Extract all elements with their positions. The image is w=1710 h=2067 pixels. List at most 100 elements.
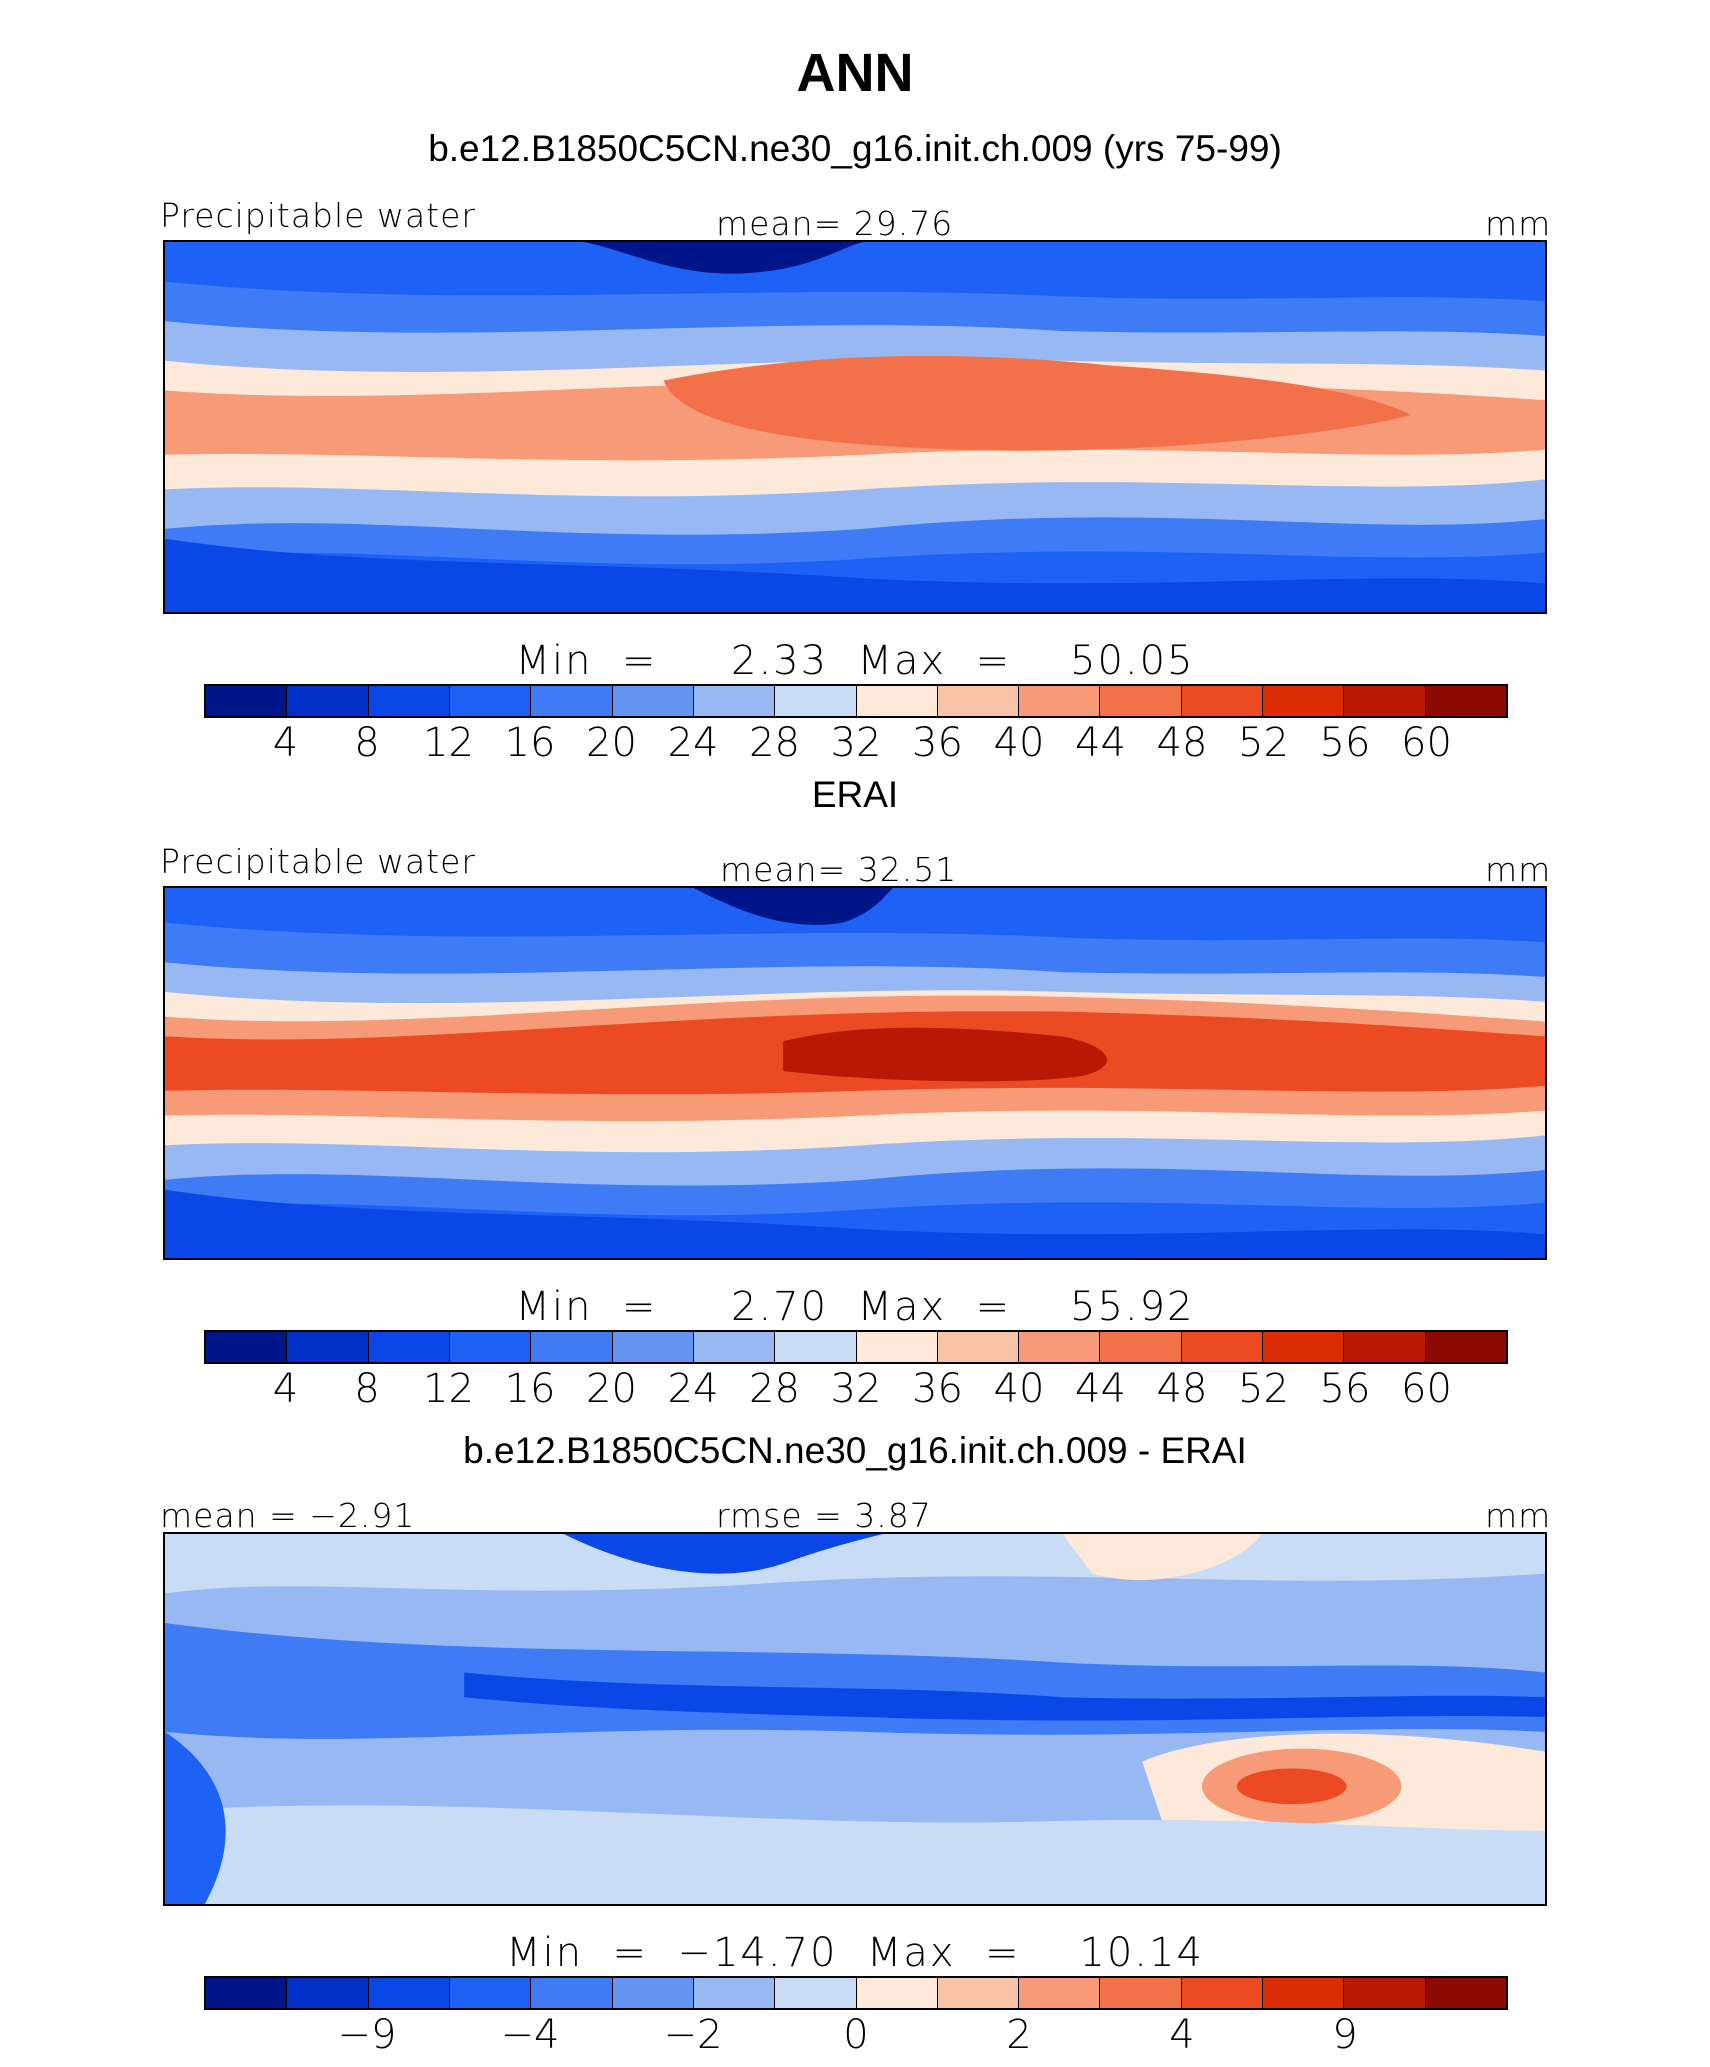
panel-3-minmax: Min = −14.70 Max = 10.14 xyxy=(506,1930,1204,1976)
panel-1-tick-row: 4 8 12 16 20 24 28 32 36 40 44 48 52 56 60 xyxy=(204,720,1508,768)
colorbar-swatch xyxy=(1181,1332,1264,1362)
colorbar-tick-label: 40 xyxy=(993,1366,1045,1412)
colorbar-swatch xyxy=(368,686,450,716)
colorbar-swatch xyxy=(449,1978,532,2008)
colorbar-swatch xyxy=(856,1978,938,2008)
panel-2-map xyxy=(163,886,1547,1260)
colorbar-swatch xyxy=(693,1332,776,1362)
panel-2-mean-label: mean= 32.51 xyxy=(720,850,958,889)
colorbar-tick-label: 2 xyxy=(1006,2012,1032,2058)
colorbar-swatch xyxy=(1344,1332,1426,1362)
panel-3-units-label: mm xyxy=(1485,1496,1552,1535)
panel-1-map-svg xyxy=(165,242,1545,612)
colorbar-tick-label: 60 xyxy=(1401,1366,1452,1412)
colorbar-swatch xyxy=(206,1332,288,1362)
colorbar-tick-label: 32 xyxy=(830,1366,882,1412)
colorbar-swatch xyxy=(531,686,613,716)
colorbar-swatch xyxy=(531,1978,613,2008)
colorbar-swatch xyxy=(287,686,369,716)
panel-2-colorbar xyxy=(204,1330,1508,1364)
panel-3-map xyxy=(163,1532,1547,1906)
panel-2-minmax: Min = 2.70 Max = 55.92 xyxy=(515,1284,1195,1330)
panel-3-mean-label: mean = −2.91 xyxy=(160,1496,416,1535)
colorbar-swatch xyxy=(1263,1332,1345,1362)
colorbar-swatch xyxy=(937,686,1020,716)
colorbar-tick-label: 4 xyxy=(272,1366,299,1412)
panel-3-title: b.e12.B1850C5CN.ne30_g16.init.ch.009 - E… xyxy=(463,1430,1247,1471)
panel-1-colorbar xyxy=(204,684,1508,718)
colorbar-swatch xyxy=(775,1332,857,1362)
colorbar-swatch xyxy=(1019,1978,1101,2008)
colorbar-tick-label: 40 xyxy=(993,720,1045,766)
colorbar-swatch xyxy=(693,1978,776,2008)
colorbar-swatch xyxy=(1100,686,1182,716)
colorbar-tick-label: 44 xyxy=(1075,720,1126,766)
panel-2-title: ERAI xyxy=(811,774,899,815)
colorbar-swatch xyxy=(1425,1332,1506,1362)
colorbar-swatch xyxy=(1263,686,1345,716)
panel-1-minmax: Min = 2.33 Max = 50.05 xyxy=(515,638,1195,684)
figure-title: ANN xyxy=(796,43,914,103)
colorbar-swatch xyxy=(449,1332,532,1362)
colorbar-swatch xyxy=(206,686,288,716)
colorbar-swatch xyxy=(1181,1978,1264,2008)
colorbar-tick-label: 12 xyxy=(423,720,474,766)
colorbar-swatch xyxy=(368,1332,450,1362)
colorbar-tick-label: 12 xyxy=(423,1366,474,1412)
colorbar-tick-label: −2 xyxy=(663,2012,723,2058)
colorbar-tick-label: 8 xyxy=(354,1366,380,1412)
panel-1-map xyxy=(163,240,1547,614)
colorbar-swatch xyxy=(612,686,694,716)
colorbar-swatch xyxy=(856,1332,938,1362)
colorbar-swatch xyxy=(449,686,532,716)
colorbar-tick-label: 24 xyxy=(667,1366,719,1412)
colorbar-swatch xyxy=(1344,1978,1426,2008)
colorbar-tick-label: 56 xyxy=(1319,720,1371,766)
panel-1-left-label: Precipitable water xyxy=(160,196,476,235)
colorbar-tick-label: 24 xyxy=(667,720,719,766)
colorbar-tick-label: 16 xyxy=(504,720,556,766)
colorbar-swatch xyxy=(856,686,938,716)
colorbar-tick-label: 36 xyxy=(912,1366,963,1412)
colorbar-tick-label: 0 xyxy=(843,2012,869,2058)
colorbar-swatch xyxy=(1100,1332,1182,1362)
colorbar-swatch xyxy=(1425,1978,1506,2008)
colorbar-swatch xyxy=(1425,686,1506,716)
panel-3-colorbar xyxy=(204,1976,1508,2010)
colorbar-swatch xyxy=(1344,686,1426,716)
colorbar-tick-label: 60 xyxy=(1401,720,1452,766)
colorbar-swatch xyxy=(206,1978,288,2008)
panel-2-left-label: Precipitable water xyxy=(160,842,476,881)
colorbar-tick-label: 48 xyxy=(1156,1366,1208,1412)
panel-1-mean-label: mean= 29.76 xyxy=(716,204,954,243)
colorbar-swatch xyxy=(775,1978,857,2008)
colorbar-swatch xyxy=(937,1332,1020,1362)
colorbar-tick-label: 36 xyxy=(912,720,963,766)
panel-3-tick-row: −9 −4 −2 0 2 4 9 xyxy=(204,2012,1508,2060)
panel-3-map-svg xyxy=(165,1534,1545,1904)
colorbar-tick-label: 4 xyxy=(272,720,299,766)
panel-2-tick-row: 4 8 12 16 20 24 28 32 36 40 44 48 52 56 60 xyxy=(204,1366,1508,1414)
colorbar-tick-label: 44 xyxy=(1075,1366,1126,1412)
colorbar-swatch xyxy=(937,1978,1020,2008)
colorbar-tick-label: 16 xyxy=(504,1366,556,1412)
colorbar-tick-label: 8 xyxy=(354,720,380,766)
panel-3-rmse-label: rmse = 3.87 xyxy=(716,1496,932,1535)
colorbar-tick-label: −9 xyxy=(337,2012,397,2058)
colorbar-tick-label: 20 xyxy=(586,720,637,766)
colorbar-swatch xyxy=(1100,1978,1182,2008)
colorbar-swatch xyxy=(775,686,857,716)
colorbar-swatch xyxy=(531,1332,613,1362)
colorbar-swatch xyxy=(693,686,776,716)
colorbar-swatch xyxy=(1263,1978,1345,2008)
panel-2-units-label: mm xyxy=(1485,850,1552,889)
colorbar-tick-label: 48 xyxy=(1156,720,1208,766)
colorbar-tick-label: 32 xyxy=(830,720,882,766)
panel-1-title: b.e12.B1850C5CN.ne30_g16.init.ch.009 (yr… xyxy=(428,128,1282,169)
colorbar-tick-label: 52 xyxy=(1238,1366,1289,1412)
colorbar-swatch xyxy=(1181,686,1264,716)
colorbar-tick-label: 9 xyxy=(1332,2012,1358,2058)
colorbar-swatch xyxy=(612,1332,694,1362)
colorbar-swatch xyxy=(287,1978,369,2008)
colorbar-swatch xyxy=(1019,686,1101,716)
